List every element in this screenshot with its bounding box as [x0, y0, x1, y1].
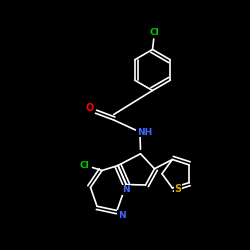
- Text: N: N: [122, 186, 130, 194]
- Text: N: N: [118, 210, 125, 220]
- Text: NH: NH: [137, 128, 152, 137]
- Text: S: S: [174, 184, 182, 194]
- Text: Cl: Cl: [79, 161, 89, 170]
- Text: Cl: Cl: [150, 28, 160, 37]
- Text: O: O: [86, 103, 94, 113]
